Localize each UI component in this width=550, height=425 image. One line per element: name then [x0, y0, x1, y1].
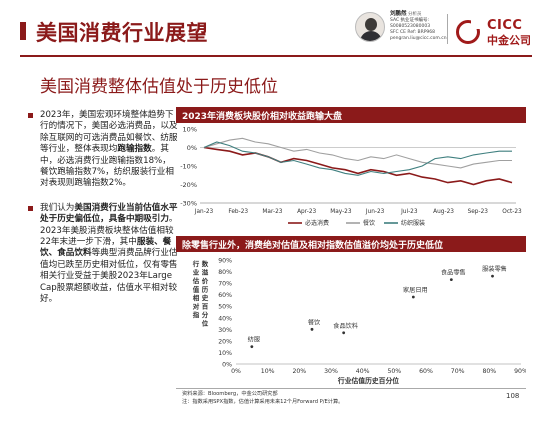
bullet-text: 等典型消费品牌行业估值均已跌至历史相对低位，仅有零售相关行业受益于美股2023年…: [40, 248, 178, 305]
title-accent-bar: [20, 22, 26, 40]
x-tick-label: 30%: [324, 368, 338, 375]
analyst-photo: [355, 12, 385, 42]
slide-header: 美国消费行业展望 刘鹏然 分析员 SAC 执业证书编号: S0080523080…: [0, 0, 550, 58]
footer-divider: [176, 388, 526, 389]
scatter-point: [342, 331, 346, 335]
point-label: 家居日用: [403, 286, 428, 294]
analyst-sfc: SFC CE Ref: BRP968: [390, 30, 436, 35]
x-tick-label: 0%: [231, 368, 241, 375]
analyst-cert: SAC 执业证书编号: S0080523080003: [390, 18, 431, 29]
x-tick-label: May-23: [330, 209, 352, 215]
header-divider: [20, 55, 532, 57]
x-tick-label: 40%: [356, 368, 370, 375]
slide-subtitle: 美国消费整体估值处于历史低位: [40, 77, 278, 97]
footer-notes: 资料来源：Bloomberg，中金公司研究部 注：指数采用SPX指数，估值计算采…: [182, 390, 343, 406]
bullet-list: 2023年，美国宏观环境整体趋势下行的情况下，美国必选消费品，以及除互联网的可选…: [28, 110, 178, 319]
legend-label: 餐饮: [363, 219, 375, 227]
series-line: [203, 137, 512, 169]
bullet-text: 我们认为: [40, 202, 75, 213]
x-tick-label: 80%: [482, 368, 496, 375]
x-tick-label: 70%: [451, 368, 465, 375]
y-tick-label: 10%: [183, 126, 197, 134]
y-tick-label: 60%: [218, 292, 232, 299]
y-tick-label: 70%: [218, 281, 232, 288]
y-tick-label: -20%: [180, 181, 197, 189]
x-tick-label: 60%: [419, 368, 433, 375]
legend-label: 纺织服装: [401, 219, 425, 227]
analyst-email: pengran.liu@cicc.com.cn: [390, 36, 447, 41]
bullet-square-icon: [28, 205, 33, 211]
x-tick-label: Aug-23: [433, 209, 454, 215]
header-separator: [447, 14, 448, 44]
scatter-point: [411, 295, 415, 299]
scatter-point: [250, 345, 254, 349]
page-title: 美国消费行业展望: [36, 21, 208, 45]
bullet-emphasis: 服装、餐饮、食品饮料: [40, 237, 172, 259]
y-tick-label: 90%: [218, 258, 232, 265]
y-tick-label: 20%: [218, 338, 232, 345]
point-label: 食品饮料: [333, 322, 358, 330]
x-tick-label: Jan-23: [194, 209, 214, 215]
x-tick-label: 90%: [514, 368, 526, 375]
point-label: 餐饮: [308, 318, 321, 326]
y-tick-label: -30%: [180, 200, 197, 208]
x-axis-title: 行业估值历史百分位: [337, 376, 399, 385]
x-tick-label: 10%: [261, 368, 275, 375]
bullet-emphasis: 美国消费行业当前估值水平处于历史偏低位，具备中期吸引力: [40, 202, 178, 225]
logo-en: CICC: [487, 18, 523, 33]
page-number: 108: [506, 392, 520, 400]
x-tick-label: 50%: [387, 368, 401, 375]
bullet-item: 2023年，美国宏观环境整体趋势下行的情况下，美国必选消费品，以及除互联网的可选…: [28, 110, 178, 190]
x-tick-label: Oct-23: [502, 209, 522, 215]
y-tick-label: -10%: [180, 163, 197, 171]
scatter-point: [491, 274, 494, 278]
chart1-title: 2023年消费板块股价相对收益跑输大盘: [176, 107, 526, 123]
y-tick-label: 40%: [218, 315, 232, 322]
point-label: 服装零售: [482, 265, 507, 273]
relative-return-line-chart: 10% 0% -10% -20% -30%Jan-23 Feb-23 Mar-23 Apr-2…: [180, 126, 522, 228]
analyst-name: 刘鹏然: [390, 11, 407, 17]
bullet-item: 我们认为美国消费行业当前估值水平处于历史偏低位，具备中期吸引力。2023年美股消…: [28, 203, 178, 306]
y-tick-label: 0%: [187, 144, 197, 152]
source-note: 资料来源：Bloomberg，中金公司研究部: [182, 391, 278, 397]
series-line: [203, 141, 512, 176]
x-tick-label: Mar-23: [262, 209, 282, 215]
cicc-logo-icon: [456, 19, 481, 44]
scatter-point: [449, 278, 453, 282]
chart2-title: 除零售行业外，消费绝对估值及相对指数估值溢价均处于历史低位: [176, 236, 526, 252]
bullet-emphasis: 跑输指数: [117, 144, 152, 155]
logo-cn: 中金公司: [487, 34, 531, 47]
method-note: 注：指数采用SPX指数，估值计算采用未来12个月Forward P/E计算。: [182, 399, 344, 405]
x-tick-label: Jun-23: [365, 209, 385, 215]
legend-label: 必选消费: [305, 219, 329, 227]
y-axis-title: 行业估值相对指数溢价历史百分位: [192, 259, 209, 328]
point-label: 纺服: [248, 336, 260, 344]
y-tick-label: 50%: [218, 304, 232, 311]
analyst-role: 分析员: [407, 12, 422, 17]
valuation-scatter-chart: 0% 10% 20% 30% 40% 50% 60% 70% 80% 90% 90% 80% 70% 60…: [192, 258, 526, 386]
x-tick-label: Feb-23: [228, 209, 248, 215]
y-tick-label: 30%: [218, 327, 232, 334]
analyst-info: 刘鹏然 分析员 SAC 执业证书编号: S0080523080003 SFC C…: [390, 11, 447, 42]
point-label: 食品零售: [441, 269, 466, 277]
bullet-text: 。2023年美股消费板块整体估值相较22年末进一步下滑，其中: [40, 214, 178, 248]
y-tick-label: 80%: [218, 269, 232, 276]
y-tick-label: 0%: [222, 362, 232, 369]
y-tick-label: 10%: [218, 350, 232, 357]
x-tick-label: Sep-23: [468, 209, 489, 215]
bullet-text: 。其中，必选消费行业跑输指数18%，餐饮跑输指数7%，纺织服装行业相对表现则跑输…: [40, 144, 174, 189]
scatter-point: [310, 327, 314, 331]
x-tick-label: Jul-23: [400, 209, 418, 215]
x-tick-label: 20%: [292, 368, 306, 375]
bullet-square-icon: [28, 113, 33, 118]
bullet-text: 2023年，美国宏观环境整体趋势下行的情况下，美国必选消费品，以及除互联网的可选…: [40, 110, 178, 155]
x-tick-label: Apr-23: [297, 209, 316, 215]
